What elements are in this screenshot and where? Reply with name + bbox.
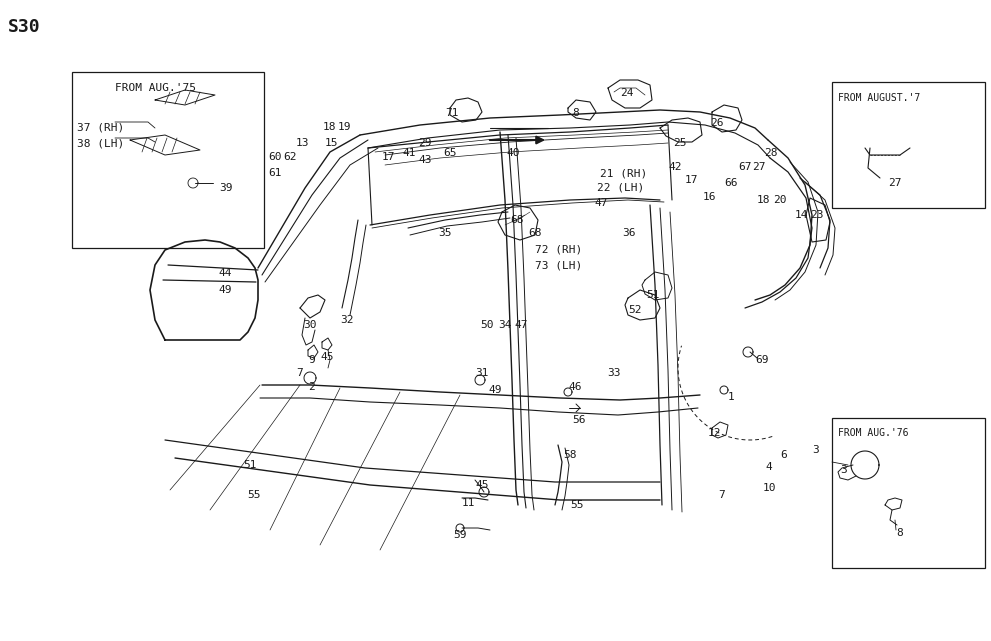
Text: 73 (LH): 73 (LH) [535, 260, 583, 270]
Text: 18: 18 [757, 195, 770, 205]
Text: 51: 51 [646, 290, 659, 300]
Text: FROM AUG.'75: FROM AUG.'75 [115, 83, 196, 93]
Text: 16: 16 [703, 192, 716, 202]
Text: 1: 1 [728, 392, 734, 402]
Text: 23: 23 [810, 210, 824, 220]
Text: 27: 27 [752, 162, 765, 172]
Text: 52: 52 [628, 305, 641, 315]
Text: 2: 2 [308, 382, 315, 392]
Text: 25: 25 [673, 138, 687, 148]
Text: 8: 8 [896, 528, 903, 538]
Text: 65: 65 [443, 148, 457, 158]
Text: 44: 44 [218, 268, 232, 278]
Text: 14: 14 [795, 210, 809, 220]
Text: 26: 26 [710, 118, 723, 128]
Text: 9: 9 [308, 355, 315, 365]
Text: 40: 40 [506, 148, 519, 158]
Text: 24: 24 [620, 88, 633, 98]
Text: 59: 59 [453, 530, 467, 540]
Text: 69: 69 [755, 355, 768, 365]
Text: 17: 17 [382, 152, 395, 162]
Bar [832, 418, 985, 568]
Text: 36: 36 [622, 228, 635, 238]
Text: 13: 13 [296, 138, 309, 148]
Text: 42: 42 [668, 162, 682, 172]
Text: 11: 11 [462, 498, 476, 508]
Text: 50: 50 [480, 320, 494, 330]
Text: 15: 15 [325, 138, 339, 148]
Bar [72, 72, 264, 248]
Text: 68: 68 [528, 228, 541, 238]
Text: 30: 30 [303, 320, 316, 330]
Text: 47: 47 [594, 198, 607, 208]
Text: 72 (RH): 72 (RH) [535, 245, 583, 255]
Text: 3: 3 [840, 465, 846, 475]
Text: 27: 27 [888, 178, 902, 188]
Text: 45: 45 [475, 480, 489, 490]
Text: 12: 12 [708, 428, 721, 438]
Text: 46: 46 [568, 382, 582, 392]
Text: 49: 49 [218, 285, 232, 295]
Text: 6: 6 [780, 450, 787, 460]
Text: 71: 71 [445, 108, 459, 118]
Text: 37 (RH): 37 (RH) [77, 122, 124, 132]
Text: 66: 66 [724, 178, 737, 188]
Text: 20: 20 [773, 195, 787, 205]
Text: 62: 62 [283, 152, 296, 162]
Text: 38 (LH): 38 (LH) [77, 138, 124, 148]
Text: 56: 56 [572, 415, 586, 425]
Text: 32: 32 [340, 315, 354, 325]
Text: 17: 17 [685, 175, 699, 185]
Text: 28: 28 [764, 148, 778, 158]
Text: 67: 67 [738, 162, 751, 172]
Text: 60: 60 [268, 152, 281, 162]
Text: 55: 55 [570, 500, 584, 510]
Text: 21 (RH): 21 (RH) [600, 168, 647, 178]
Text: 33: 33 [607, 368, 620, 378]
Text: 45: 45 [320, 352, 334, 362]
Text: 51: 51 [243, 460, 257, 470]
Text: FROM AUG.'76: FROM AUG.'76 [838, 428, 909, 438]
Text: 61: 61 [268, 168, 281, 178]
Text: 19: 19 [338, 122, 352, 132]
Text: 41: 41 [402, 148, 415, 158]
Text: 34: 34 [498, 320, 511, 330]
Text: 7: 7 [296, 368, 302, 378]
Text: 47: 47 [514, 320, 527, 330]
Text: S30: S30 [8, 18, 41, 36]
Text: 3: 3 [812, 445, 819, 455]
Text: 22 (LH): 22 (LH) [597, 183, 644, 193]
Text: 35: 35 [438, 228, 452, 238]
Text: 55: 55 [247, 490, 261, 500]
Text: 39: 39 [219, 183, 233, 193]
Text: 29: 29 [418, 138, 431, 148]
Text: 68: 68 [510, 215, 523, 225]
Text: 4: 4 [765, 462, 772, 472]
Text: 43: 43 [418, 155, 431, 165]
Text: 10: 10 [763, 483, 777, 493]
Text: 31: 31 [475, 368, 489, 378]
Text: 49: 49 [488, 385, 501, 395]
Text: 7: 7 [718, 490, 724, 500]
Text: FROM AUGUST.'7: FROM AUGUST.'7 [838, 93, 921, 103]
Text: 8: 8 [572, 108, 579, 118]
Text: 58: 58 [563, 450, 577, 460]
Bar [832, 82, 985, 208]
Text: 18: 18 [323, 122, 337, 132]
